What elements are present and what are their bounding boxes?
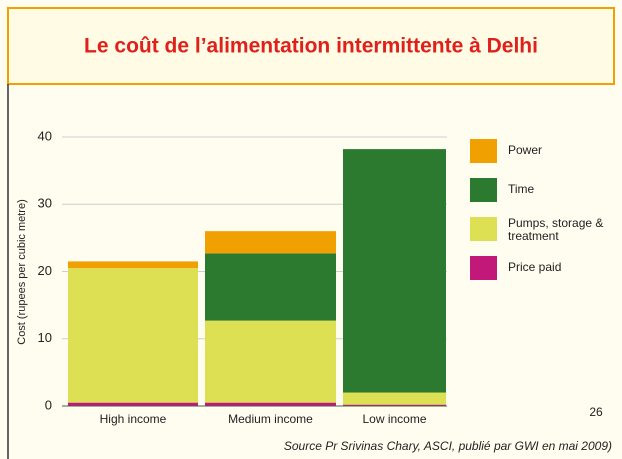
legend-item: Pumps, storage & treatment [470, 216, 620, 243]
title-box [7, 7, 615, 85]
legend-swatch [470, 217, 497, 241]
x-tick-label: High income [100, 412, 167, 426]
x-tick-label: Low income [362, 412, 426, 426]
bar-segment [68, 268, 198, 403]
bar-segment [205, 253, 336, 321]
legend-swatch [470, 139, 497, 163]
y-axis-label: Cost (rupees per cubic metre) [16, 199, 28, 345]
legend-label: Pumps, storage & treatment [508, 216, 604, 243]
bar-segment [68, 402, 198, 406]
y-tick-label: 30 [38, 196, 52, 211]
y-tick-label: 0 [45, 397, 52, 412]
chart-title: Le coût de l’alimentation intermittente … [84, 35, 538, 58]
y-tick-label: 40 [38, 128, 52, 143]
bar-segment [205, 231, 336, 254]
bar-segment [343, 392, 446, 405]
page-number: 26 [589, 405, 603, 419]
bar-segment [343, 404, 446, 406]
legend-item: Time [470, 178, 620, 202]
bar-segment [68, 261, 198, 269]
bar-segment [343, 149, 446, 393]
y-tick-label: 20 [38, 263, 52, 278]
bar-segment [205, 402, 336, 406]
legend-label: Price paid [508, 260, 562, 274]
bar-segment [205, 320, 336, 403]
x-tick-label: Medium income [228, 412, 313, 426]
y-tick-label: 10 [38, 330, 52, 345]
legend-swatch [470, 256, 497, 280]
legend-label: Power [508, 143, 543, 157]
legend-label: Time [508, 182, 535, 196]
legend-item: Power [470, 139, 620, 163]
legend-swatch [470, 178, 497, 202]
legend-item: Price paid [470, 256, 620, 280]
source: Source Pr Srivinas Chary, ASCI, publié p… [284, 439, 612, 453]
